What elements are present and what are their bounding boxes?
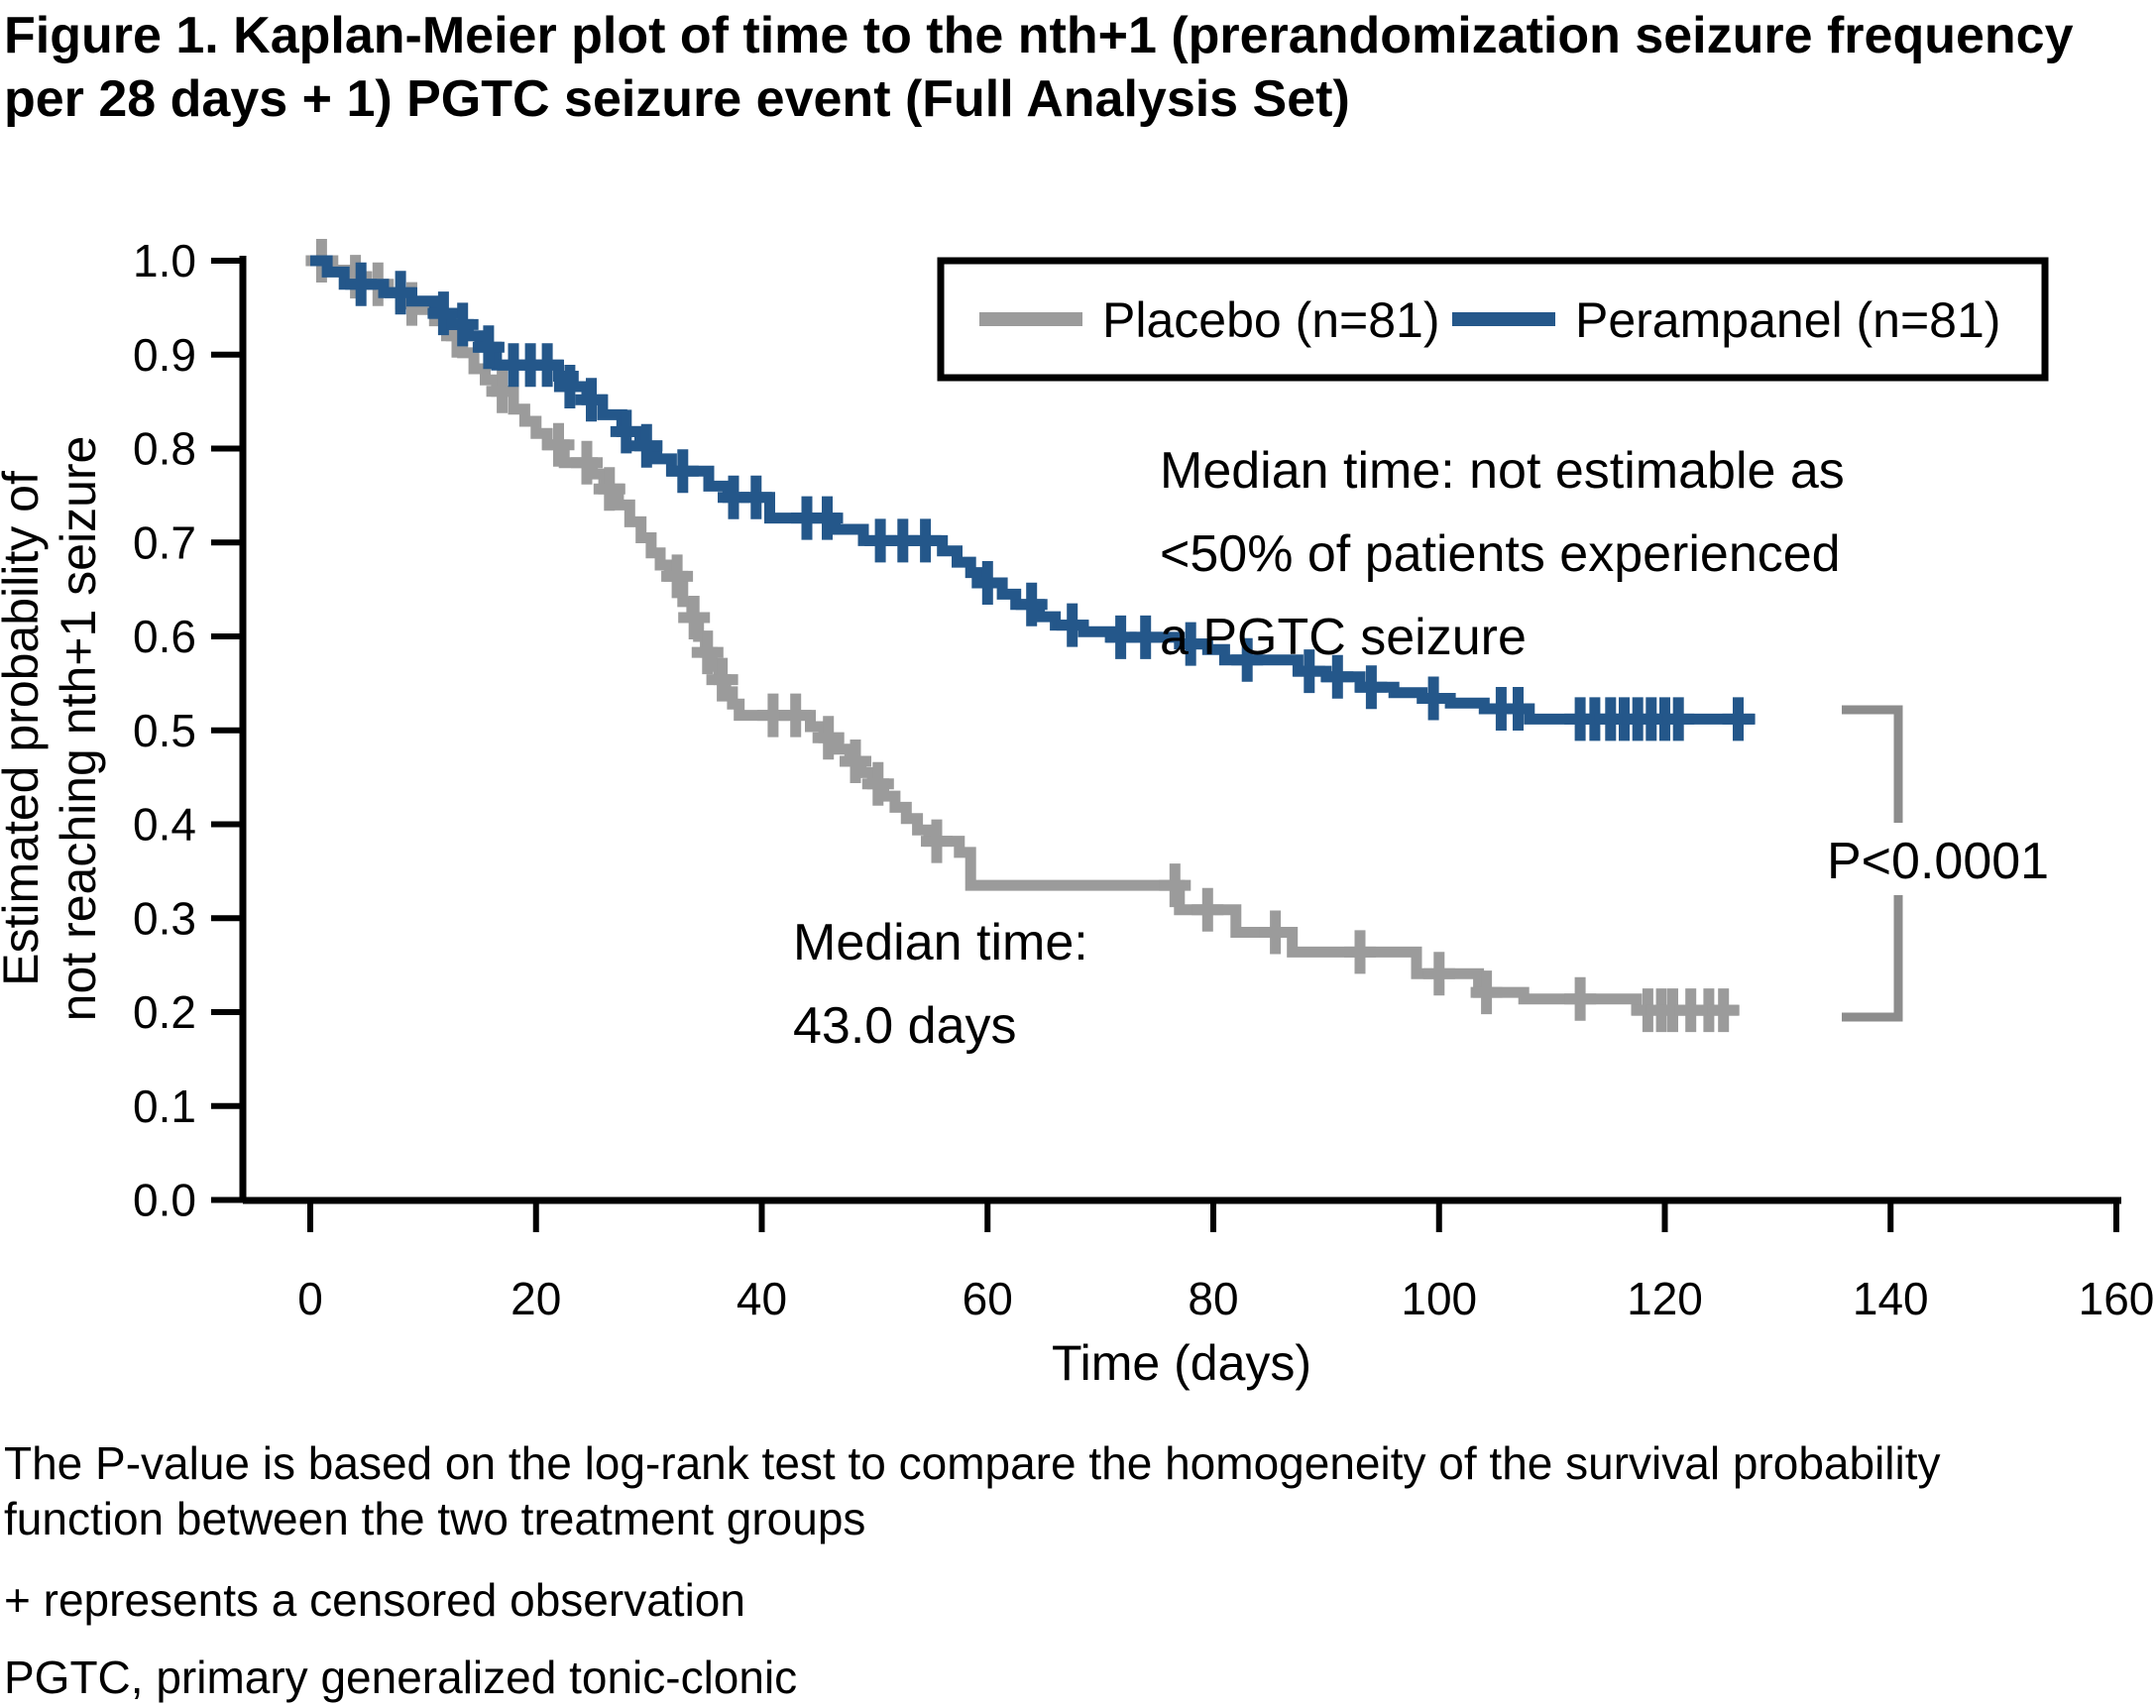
legend-label-perampanel: Perampanel (n=81) (1575, 292, 2000, 348)
censor-plus-icon (1470, 970, 1503, 1015)
censor-plus-icon (1422, 952, 1455, 996)
censor-plus-icon (812, 716, 845, 760)
x-tick-label: 100 (1401, 1273, 1477, 1324)
censor-plus-icon (678, 596, 711, 639)
comparison-bracket: P<0.0001 (1827, 705, 2049, 1022)
censor-plus-icon (1418, 676, 1450, 721)
censor-plus-icon (1175, 622, 1207, 666)
p-value-label: P<0.0001 (1827, 833, 2049, 890)
censor-plus-icon (1159, 863, 1191, 908)
censor-plus-icon (385, 271, 417, 315)
y-tick-label: 0.1 (133, 1081, 196, 1132)
censor-plus-icon (472, 325, 505, 370)
y-tick-label: 0.9 (133, 329, 196, 381)
censor-plus-icon (531, 343, 564, 388)
footnote-censored-observation: + represents a censored observation (4, 1574, 745, 1626)
censor-plus-icon (1564, 976, 1597, 1021)
legend: Placebo (n=81) Perampanel (n=81) (937, 257, 2049, 382)
bracket-top (1842, 705, 1903, 823)
censor-plus-icon (427, 291, 460, 336)
censor-plus-icon (575, 378, 608, 422)
censor-plus-icon (1722, 697, 1755, 741)
x-tick-label: 0 (297, 1273, 323, 1324)
censor-plus-icon (661, 554, 694, 599)
y-tick-label: 0.8 (133, 423, 196, 475)
censor-plus-icon (1662, 697, 1695, 741)
censor-plus-icon (706, 657, 738, 702)
perampanel-median-annotation: Median time: not estimable as <50% of pat… (1160, 442, 1845, 666)
censor-plus-icon (542, 422, 575, 467)
legend-label-placebo: Placebo (n=81) (1102, 292, 1440, 348)
censor-plus-icon (1502, 687, 1534, 731)
annotation-line: a PGTC seizure (1160, 609, 1527, 666)
x-tick-label: 80 (1188, 1273, 1238, 1324)
x-tick-label: 40 (737, 1273, 787, 1324)
bracket-bottom (1842, 895, 1903, 1022)
censor-plus-icon (571, 440, 603, 485)
x-tick-label: 160 (2079, 1273, 2155, 1324)
x-tick-label: 120 (1627, 1273, 1703, 1324)
censor-plus-icon (691, 630, 724, 675)
censor-plus-icon (1056, 603, 1088, 647)
placebo-median-annotation: Median time: 43.0 days (793, 914, 1088, 1055)
censor-plus-icon (1231, 637, 1264, 682)
censor-plus-icon (811, 496, 844, 540)
censor-plus-icon (486, 369, 518, 413)
censor-plus-icon (1707, 988, 1740, 1033)
figure-title: Figure 1. Kaplan-Meier plot of time to t… (4, 7, 2074, 128)
y-tick-label: 0.5 (133, 705, 196, 756)
x-tick-label: 20 (511, 1273, 561, 1324)
footnote-pvalue-method: The P-value is based on the log-rank tes… (4, 1437, 1941, 1544)
censor-plus-icon (739, 475, 772, 519)
annotation-line: Median time: (793, 914, 1088, 971)
footnote-pgtc-abbreviation: PGTC, primary generalized tonic-clonic (4, 1651, 798, 1703)
y-tick-label: 1.0 (133, 235, 196, 286)
censor-plus-icon (610, 409, 642, 454)
y-tick-label: 0.4 (133, 799, 196, 851)
censor-plus-icon (1321, 654, 1354, 699)
censor-plus-icon (1344, 930, 1376, 974)
censor-plus-icon (1191, 887, 1224, 932)
y-tick-label: 0.6 (133, 611, 196, 662)
censor-plus-icon (1259, 910, 1292, 955)
censor-plus-icon (1293, 649, 1325, 694)
censor-plus-icon (666, 449, 699, 494)
x-tick-label: 140 (1853, 1273, 1929, 1324)
censor-plus-icon (553, 365, 586, 408)
censor-plus-icon (345, 262, 378, 306)
censor-plus-icon (630, 423, 663, 468)
censor-plus-icon (971, 561, 1004, 605)
y-axis-title-line2: not reaching nth+1 seizure (51, 436, 106, 1022)
footnotes: The P-value is based on the log-rank tes… (4, 1435, 2056, 1705)
censor-plus-icon (1015, 582, 1048, 626)
censor-plus-icon (1129, 615, 1162, 659)
perampanel-series (310, 255, 1756, 741)
y-tick-label: 0.3 (133, 892, 196, 944)
annotation-line: Median time: not estimable as (1160, 442, 1845, 500)
perampanel-censor-marks (345, 262, 1755, 741)
y-tick-label: 0.2 (133, 986, 196, 1038)
y-tick-label: 0.7 (133, 516, 196, 568)
x-axis-title: Time (days) (1052, 1335, 1311, 1391)
x-tick-label: 60 (963, 1273, 1013, 1324)
annotation-line: <50% of patients experienced (1160, 525, 1841, 583)
censor-plus-icon (861, 761, 894, 806)
censor-plus-icon (1355, 665, 1388, 710)
censor-plus-icon (921, 819, 953, 863)
censor-plus-icon (840, 740, 871, 783)
censor-plus-icon (446, 302, 479, 347)
x-axis-ticks: 0 20 40 60 80 100 120 140 160 (297, 1200, 2154, 1324)
y-tick-label: 0.0 (133, 1175, 196, 1226)
y-axis-ticks: 0.0 0.1 0.2 0.3 0.4 0.5 0.6 0.7 0.8 0.9 1.0 (133, 235, 243, 1226)
censor-plus-icon (593, 467, 625, 512)
annotation-line: 43.0 days (793, 997, 1017, 1055)
censor-plus-icon (779, 693, 812, 738)
y-axis-title-line1: Estimated probability of (0, 471, 49, 986)
censor-plus-icon (909, 518, 942, 563)
